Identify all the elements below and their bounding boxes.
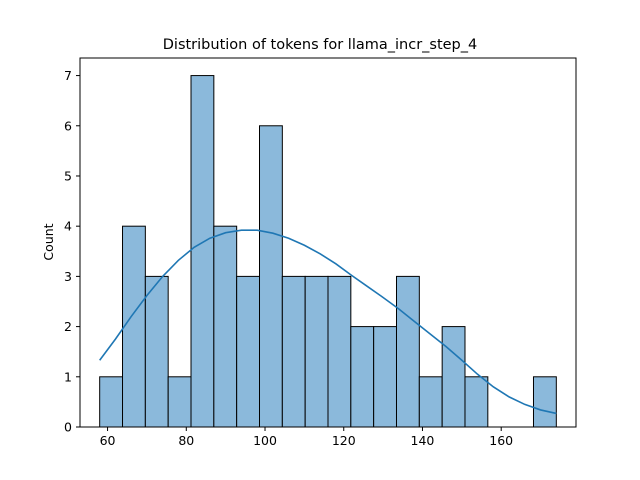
chart-title: Distribution of tokens for llama_incr_st… xyxy=(163,37,478,53)
y-axis: 0 1 2 3 4 5 6 7 xyxy=(64,68,80,435)
y-tick-label: 0 xyxy=(64,420,72,435)
bars-group xyxy=(99,75,557,428)
x-tick-label: 60 xyxy=(100,433,116,448)
histogram-bar xyxy=(213,225,238,428)
histogram-bar xyxy=(373,326,397,428)
y-tick-label: 2 xyxy=(64,319,72,334)
x-tick-label: 100 xyxy=(253,433,277,448)
histogram-bar xyxy=(350,326,375,428)
histogram-bar xyxy=(190,75,215,428)
histogram-bar xyxy=(167,376,192,428)
histogram-bar xyxy=(144,275,169,428)
histogram-bar xyxy=(441,326,466,428)
histogram-bar xyxy=(259,125,283,428)
y-axis-label: Count xyxy=(41,223,56,260)
histogram-bar xyxy=(395,275,420,428)
x-tick-label: 160 xyxy=(489,433,513,448)
y-tick-label: 6 xyxy=(64,118,72,133)
histogram-bar xyxy=(304,275,329,428)
y-tick-label: 7 xyxy=(64,68,72,83)
histogram-bar xyxy=(99,376,124,428)
x-tick-label: 120 xyxy=(332,433,356,448)
x-axis: 60 80 100 120 140 160 xyxy=(100,427,513,448)
y-tick-label: 5 xyxy=(64,168,72,183)
y-tick-label: 1 xyxy=(64,369,72,384)
histogram-bar xyxy=(418,376,443,428)
kde-curve xyxy=(99,229,557,415)
histogram-bar xyxy=(236,275,261,428)
histogram-bar xyxy=(122,225,146,428)
plot-frame xyxy=(79,57,577,428)
y-tick-label: 4 xyxy=(64,219,72,234)
histogram-bar xyxy=(327,275,352,428)
histogram-bar xyxy=(281,275,306,428)
x-tick-label: 140 xyxy=(411,433,435,448)
histogram-bar xyxy=(532,376,557,428)
x-tick-label: 80 xyxy=(178,433,194,448)
histogram-bar xyxy=(464,376,489,428)
y-tick-label: 3 xyxy=(64,269,72,284)
